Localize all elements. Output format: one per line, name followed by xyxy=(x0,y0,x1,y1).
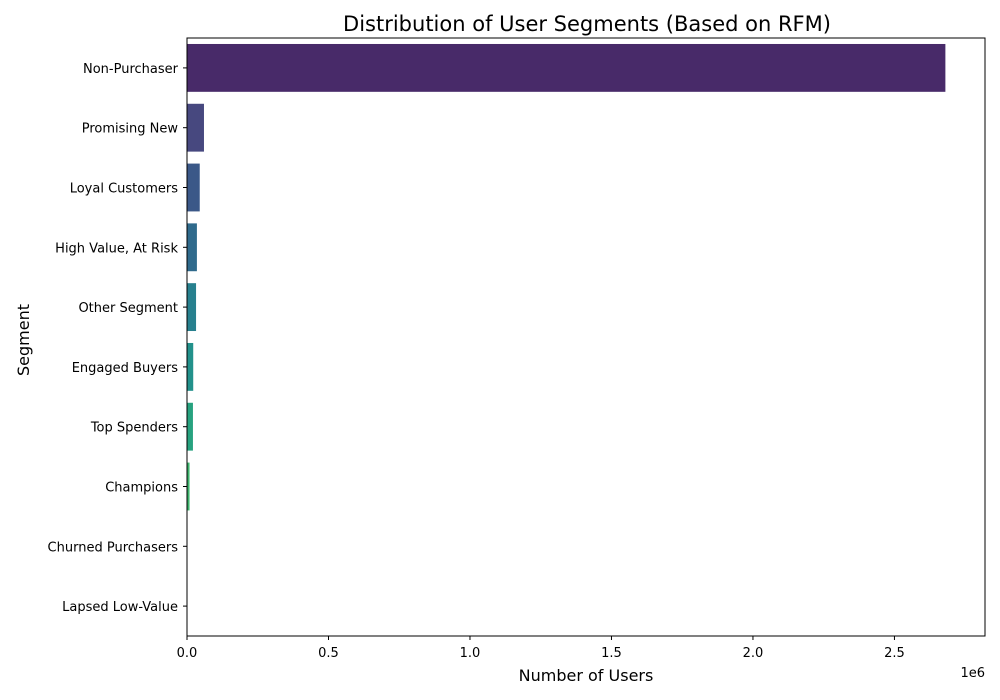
y-tick-label: Non-Purchaser xyxy=(83,62,179,77)
bar-other-segment xyxy=(187,283,197,332)
bar-top-spenders xyxy=(187,402,193,451)
y-tick-label: Champions xyxy=(105,481,178,496)
y-tick-label: Lapsed Low-Value xyxy=(62,600,178,615)
bar-champions xyxy=(187,462,190,511)
y-tick-label: High Value, At Risk xyxy=(55,241,178,256)
x-tick-label: 1.5 xyxy=(601,646,622,661)
bar-engaged-buyers xyxy=(187,342,194,391)
x-tick-label: 0.0 xyxy=(177,646,198,661)
x-axis-offset-label: 1e6 xyxy=(960,666,985,681)
y-tick-label: Churned Purchasers xyxy=(48,540,179,555)
y-tick-label: Promising New xyxy=(82,122,179,137)
x-tick-label: 2.5 xyxy=(884,646,905,661)
x-tick-label: 1.0 xyxy=(460,646,481,661)
y-tick-label: Engaged Buyers xyxy=(72,361,178,376)
x-tick-label: 2.0 xyxy=(743,646,764,661)
y-tick-label: Other Segment xyxy=(78,301,178,316)
bars-layer xyxy=(187,43,946,631)
y-tick-label: Loyal Customers xyxy=(70,182,179,197)
bar-loyal-customers xyxy=(187,163,200,212)
plot-frame xyxy=(186,37,986,637)
chart-title: Distribution of User Segments (Based on … xyxy=(343,12,831,36)
x-axis-ticks: 0.0 0.5 1.0 1.5 2.0 2.5 xyxy=(177,636,905,661)
x-tick-label: 0.5 xyxy=(318,646,339,661)
x-axis-label: Number of Users xyxy=(519,666,654,685)
y-axis-label: Segment xyxy=(14,304,33,376)
y-axis-ticks: Non-Purchaser Promising New Loyal Customer… xyxy=(48,62,187,615)
bar-non-purchaser xyxy=(187,43,946,92)
y-tick-label: Top Spenders xyxy=(90,421,178,436)
bar-high-value-at-risk xyxy=(187,223,197,272)
bar-promising-new xyxy=(187,103,204,152)
